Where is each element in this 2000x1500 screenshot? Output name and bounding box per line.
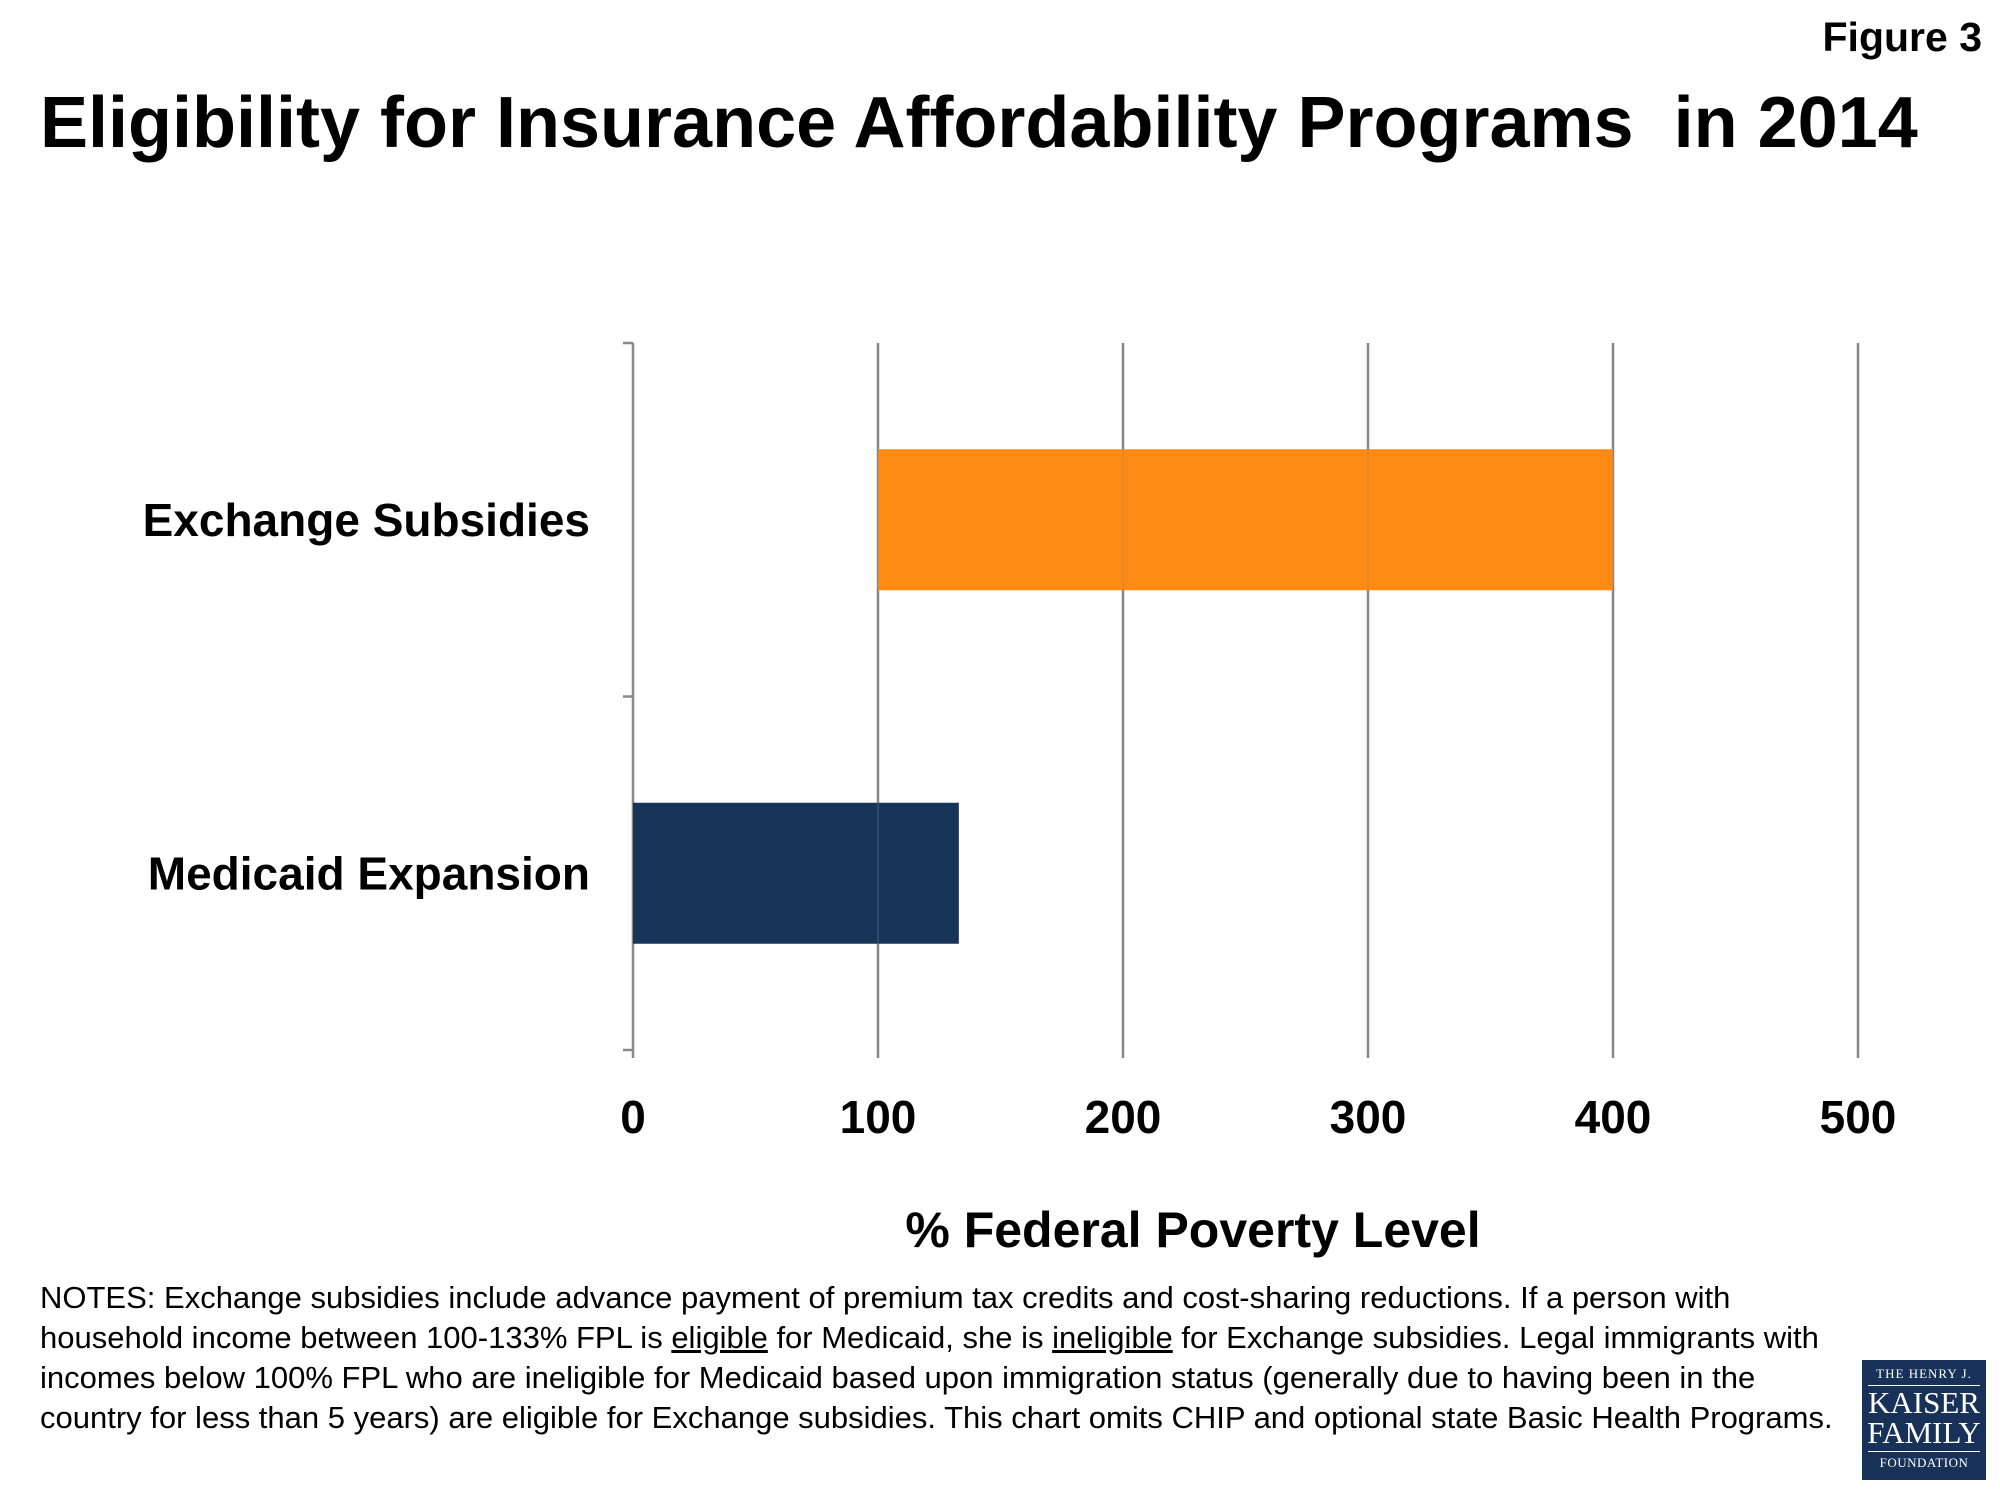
x-tick-label: 0 <box>620 1091 646 1143</box>
x-axis-label: % Federal Poverty Level <box>905 1202 1480 1258</box>
notes-underlined-ineligible: ineligible <box>1052 1320 1173 1355</box>
chart-title: Eligibility for Insurance Affordability … <box>40 83 1918 163</box>
logo-line4: FOUNDATION <box>1868 1451 1980 1471</box>
category-label: Exchange Subsidies <box>143 494 590 546</box>
notes: NOTES: Exchange subsidies include advanc… <box>40 1278 1840 1438</box>
figure-label: Figure 3 <box>1822 14 1982 60</box>
x-tick-label: 400 <box>1575 1091 1652 1143</box>
logo-line1: THE HENRY J. <box>1876 1366 1972 1381</box>
x-tick-label: 500 <box>1820 1091 1897 1143</box>
bar-exchange-subsidies <box>878 449 1613 591</box>
notes-text-1: NOTES: Exchange subsidies include advanc… <box>40 1280 1731 1355</box>
x-tick-label: 200 <box>1085 1091 1162 1143</box>
notes-text-2: for Medicaid, she is <box>767 1320 1053 1355</box>
x-tick-label: 100 <box>840 1091 917 1143</box>
logo-line3: FAMILY <box>1867 1415 1981 1450</box>
category-label: Medicaid Expansion <box>148 847 590 899</box>
bar-medicaid-expansion <box>633 802 959 944</box>
bar-chart: 0 100 200 300 400 500 Exchange Subsidies Medica… <box>143 341 1897 1258</box>
notes-text-3: for Exchange subsidies. Legal immigrants… <box>40 1320 1833 1435</box>
notes-underlined-eligible: eligible <box>671 1320 768 1355</box>
kff-logo: THE HENRY J. KAISER FAMILY FOUNDATION <box>1862 1360 1986 1480</box>
x-tick-label: 300 <box>1330 1091 1407 1143</box>
logo-line2: KAISER <box>1868 1385 1980 1420</box>
